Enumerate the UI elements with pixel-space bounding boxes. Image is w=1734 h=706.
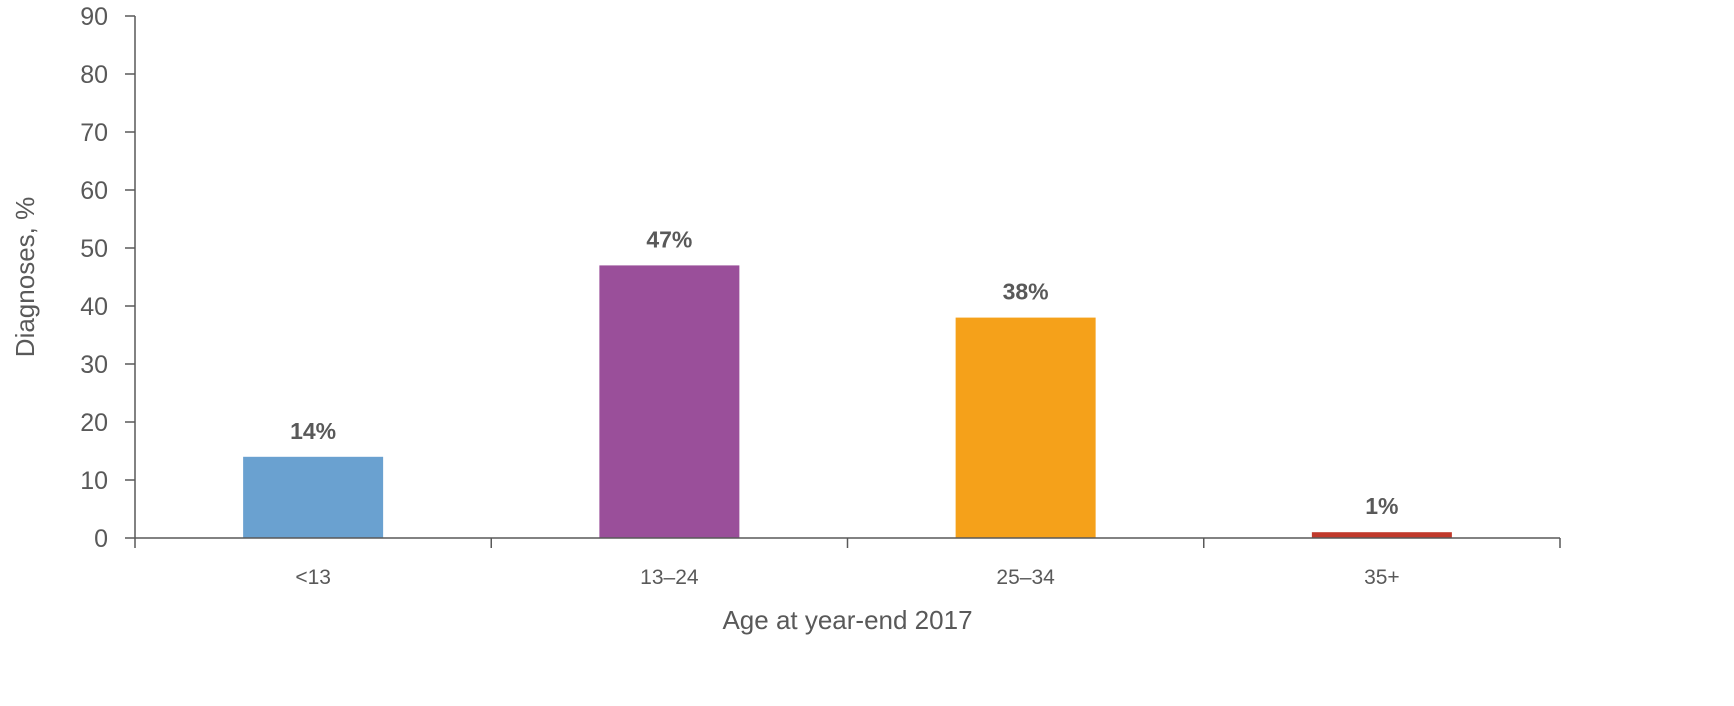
y-tick-label-6: 60: [80, 177, 108, 205]
bar-1: [599, 265, 740, 538]
x-tick-label-0: <13: [295, 566, 331, 589]
x-axis-ticks: <13 13–24 25–34 35+: [134, 538, 1561, 589]
bar-chart: 0 10 20 30 40 50 60 70 80 90 <13 13–24 25–34 35+ 14%…: [10, 3, 1561, 635]
data-label-1: 47%: [646, 226, 692, 252]
y-tick-label-3: 30: [80, 351, 108, 379]
data-label-group: 14% 47% 38% 1%: [290, 226, 1398, 519]
x-tick-label-2: 25–34: [996, 566, 1055, 589]
y-tick-label-4: 40: [80, 293, 108, 321]
y-tick-label-2: 20: [80, 409, 108, 437]
bar-2: [955, 317, 1096, 538]
y-tick-label-0: 0: [94, 525, 108, 553]
bar-group: [243, 265, 1452, 538]
x-axis-title: Age at year-end 2017: [722, 605, 972, 635]
data-label-2: 38%: [1003, 279, 1049, 305]
y-tick-label-5: 50: [80, 235, 108, 263]
x-tick-label-3: 35+: [1364, 566, 1400, 589]
data-label-3: 1%: [1365, 493, 1398, 519]
y-tick-label-8: 80: [80, 61, 108, 89]
bar-0: [243, 456, 384, 538]
bar-3: [1311, 532, 1452, 538]
x-tick-label-1: 13–24: [640, 566, 699, 589]
y-tick-label-9: 90: [80, 3, 108, 31]
y-axis-title: Diagnoses, %: [10, 197, 40, 357]
data-label-0: 14%: [290, 418, 336, 444]
y-tick-label-1: 10: [80, 467, 108, 495]
y-tick-label-7: 70: [80, 119, 108, 147]
y-axis-ticks: 0 10 20 30 40 50 60 70 80 90: [80, 3, 135, 553]
